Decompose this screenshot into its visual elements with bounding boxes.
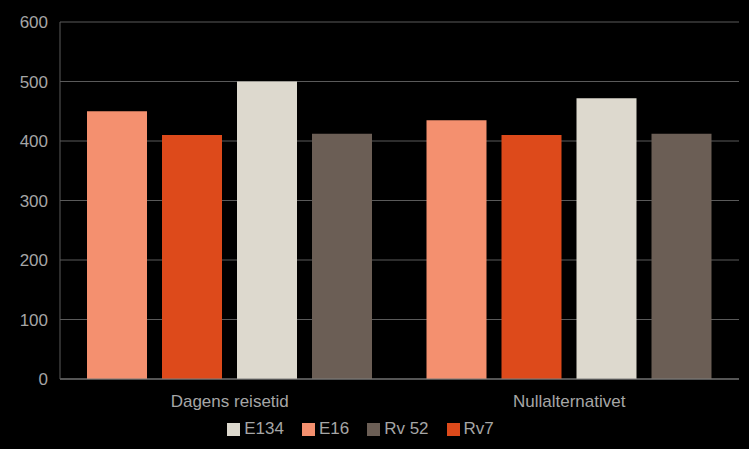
svg-text:Nullalternativet: Nullalternativet bbox=[513, 392, 626, 411]
svg-text:400: 400 bbox=[20, 132, 48, 151]
svg-text:600: 600 bbox=[20, 13, 48, 32]
html-text:Rv 52: Rv 52 bbox=[384, 419, 429, 438]
svg-text:100: 100 bbox=[20, 311, 48, 330]
svg-text:300: 300 bbox=[20, 192, 48, 211]
svg-text:200: 200 bbox=[20, 251, 48, 270]
html-text:E16: E16 bbox=[318, 419, 350, 438]
svg-text:500: 500 bbox=[20, 73, 48, 92]
svg-text:Dagens reisetid: Dagens reisetid bbox=[171, 392, 289, 411]
html-text:E134: E134 bbox=[244, 419, 284, 438]
svg-text:0: 0 bbox=[39, 370, 48, 389]
html-text:Rv7: Rv7 bbox=[463, 419, 494, 438]
